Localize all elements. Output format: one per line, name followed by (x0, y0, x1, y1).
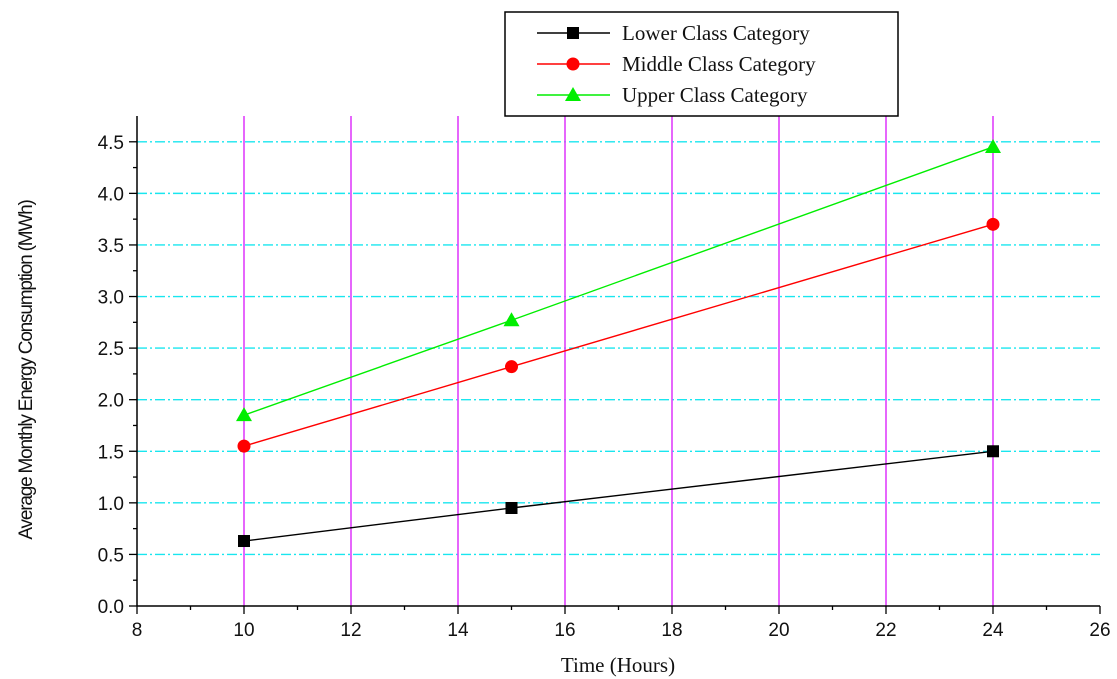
x-tick-label: 26 (1089, 620, 1110, 641)
y-tick-label: 1.5 (98, 442, 124, 463)
series-1 (238, 445, 999, 548)
y-tick-label: 2.0 (98, 391, 124, 412)
x-tick-label: 14 (447, 620, 469, 641)
legend-label: Middle Class Category (622, 52, 816, 76)
x-tick-label: 18 (661, 620, 682, 641)
legend-entry: Middle Class Category (537, 52, 816, 76)
axes (129, 116, 1101, 614)
grid-lines (137, 116, 1100, 606)
y-tick-label: 4.5 (98, 133, 124, 154)
data-point-triangle (236, 407, 252, 422)
x-tick-label: 22 (875, 620, 896, 641)
data-point-circle (566, 57, 580, 71)
y-tick-label: 0.0 (98, 597, 124, 618)
y-tick-label: 0.5 (98, 545, 124, 566)
data-point-triangle (985, 138, 1001, 153)
data-point-circle (237, 439, 251, 453)
series-2 (237, 217, 1000, 453)
data-point-square (238, 535, 250, 548)
data-point-square (567, 27, 579, 39)
y-tick-label: 2.5 (98, 339, 124, 360)
data-point-triangle (503, 312, 520, 327)
data-point-circle (505, 360, 518, 374)
x-tick-label: 8 (132, 620, 143, 641)
y-tick-label: 3.5 (98, 236, 124, 257)
x-tick-label: 16 (554, 620, 575, 641)
y-tick-label: 1.0 (98, 494, 124, 515)
x-tick-label: 20 (768, 620, 789, 641)
y-axis-title: Average Monthly Energy Consumption (MWh) (16, 200, 37, 540)
legend-entry: Lower Class Category (537, 21, 810, 45)
data-point-square (987, 445, 999, 458)
legend-entry: Upper Class Category (537, 83, 808, 107)
series-lines (236, 138, 1001, 548)
x-tick-label: 24 (982, 620, 1004, 641)
data-point-circle (986, 217, 1000, 231)
legend-label: Upper Class Category (622, 83, 808, 107)
legend: Lower Class Category Middle Class Categor… (504, 11, 899, 117)
y-tick-label: 4.0 (98, 184, 124, 205)
series-line (243, 146, 994, 416)
x-axis-title: Time (Hours) (561, 653, 675, 677)
tick-labels: 8 10 12 14 16 18 20 22 24 26 0.0 0.5 1.0 1.5 2.0 2.5 3.0… (98, 133, 1111, 641)
y-tick-label: 3.0 (98, 288, 124, 309)
x-tick-label: 10 (233, 620, 254, 641)
legend-label: Lower Class Category (622, 21, 810, 45)
data-point-square (505, 502, 518, 514)
series-line (243, 450, 994, 542)
data-point-triangle (565, 87, 581, 101)
series-line (243, 223, 994, 447)
x-tick-label: 12 (340, 620, 361, 641)
series-3 (236, 138, 1001, 422)
